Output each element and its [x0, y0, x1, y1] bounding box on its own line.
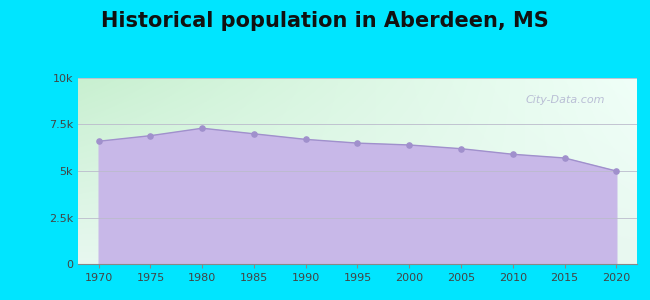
Point [560, 156, 570, 161]
Point [197, 126, 207, 130]
Point [249, 131, 259, 136]
Point [94, 139, 104, 144]
Point [300, 137, 311, 142]
Point [456, 146, 466, 151]
Text: Historical population in Aberdeen, MS: Historical population in Aberdeen, MS [101, 11, 549, 31]
Point [145, 133, 155, 138]
Point [611, 169, 621, 173]
Point [352, 141, 363, 146]
Point [404, 142, 415, 147]
Text: City-Data.com: City-Data.com [525, 95, 604, 105]
Point [508, 152, 518, 157]
